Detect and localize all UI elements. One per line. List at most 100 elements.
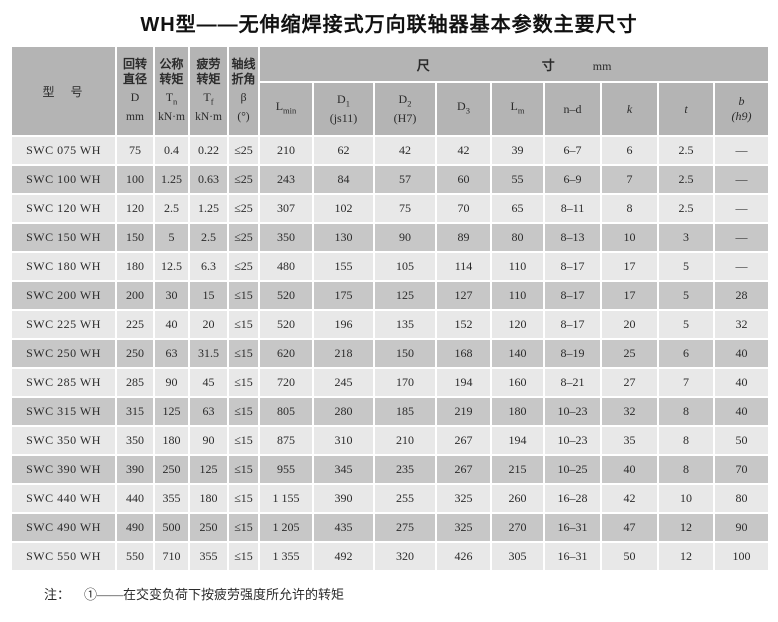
header-unit: kN·m: [158, 110, 185, 123]
value-cell: 8–17: [543, 309, 602, 340]
size-col-header: Lm: [490, 81, 545, 137]
value-cell: 6.3: [188, 251, 229, 282]
size-col-header: b (h9): [712, 81, 771, 137]
value-cell: 12: [657, 541, 715, 572]
header-line: 转矩: [159, 72, 184, 87]
value-cell: 6–9: [543, 164, 602, 195]
value-cell: 1 155: [258, 483, 314, 514]
value-cell: 40: [712, 396, 771, 427]
header-symbol: Tf: [203, 90, 214, 107]
col-header-axis-angle: 轴线 折角 β (°): [227, 45, 260, 137]
value-cell: 260: [490, 483, 545, 514]
value-cell: 275: [373, 512, 437, 543]
value-cell: 1.25: [153, 164, 190, 195]
value-cell: 225: [115, 309, 155, 340]
value-cell: 5: [657, 280, 715, 311]
value-cell: ≤25: [227, 251, 260, 282]
value-cell: 170: [373, 367, 437, 398]
table-row: SWC 390 WH 390 250 125 ≤15 955 345 235 267 215 10–…: [10, 454, 771, 485]
value-cell: 1 205: [258, 512, 314, 543]
value-cell: 35: [600, 425, 659, 456]
value-cell: 28: [712, 280, 771, 311]
value-cell: 710: [153, 541, 190, 572]
value-cell: 8–17: [543, 251, 602, 282]
value-cell: 125: [153, 396, 190, 427]
value-cell: 150: [115, 222, 155, 253]
value-cell: 15: [188, 280, 229, 311]
value-cell: 16–31: [543, 541, 602, 572]
header-line: 回转: [122, 57, 147, 72]
value-cell: 80: [712, 483, 771, 514]
value-cell: ≤15: [227, 483, 260, 514]
value-cell: 5: [657, 309, 715, 340]
header-line: 轴线: [231, 57, 256, 72]
value-cell: —: [712, 135, 771, 166]
value-cell: 390: [312, 483, 375, 514]
value-cell: 315: [115, 396, 155, 427]
value-cell: 40: [153, 309, 190, 340]
value-cell: 175: [312, 280, 375, 311]
value-cell: 150: [373, 338, 437, 369]
value-cell: 140: [490, 338, 545, 369]
value-cell: 250: [153, 454, 190, 485]
value-cell: 120: [490, 309, 545, 340]
value-cell: 2.5: [188, 222, 229, 253]
value-cell: 210: [258, 135, 314, 166]
table-row: SWC 100 WH 100 1.25 0.63 ≤25 243 84 57 60 55 6–9 7 2…: [10, 164, 771, 195]
value-cell: 320: [373, 541, 437, 572]
value-cell: 2.5: [657, 193, 715, 224]
model-cell: SWC 120 WH: [10, 193, 117, 224]
value-cell: 8: [657, 425, 715, 456]
value-cell: 6: [600, 135, 659, 166]
size-col-header: D3: [435, 81, 492, 137]
header-symbol: β: [240, 90, 247, 105]
value-cell: 194: [435, 367, 492, 398]
value-cell: 1 355: [258, 541, 314, 572]
value-cell: 110: [490, 280, 545, 311]
value-cell: 180: [153, 425, 190, 456]
value-cell: 42: [600, 483, 659, 514]
value-cell: 10: [657, 483, 715, 514]
value-cell: 100: [115, 164, 155, 195]
value-cell: 16–28: [543, 483, 602, 514]
header-row-sub: Lmin D1 (js11) D2 (H7) D3 Lm n–d k t b (h9): [11, 81, 771, 137]
value-cell: 80: [490, 222, 545, 253]
value-cell: 12: [657, 512, 715, 543]
value-cell: 102: [312, 193, 375, 224]
value-cell: 90: [153, 367, 190, 398]
table-row: SWC 550 WH 550 710 355 ≤15 1 355 492 320 426 305 1…: [10, 541, 771, 572]
col-header-model: 型 号: [10, 45, 117, 137]
value-cell: 620: [258, 338, 314, 369]
value-cell: —: [712, 193, 771, 224]
value-cell: 180: [490, 396, 545, 427]
value-cell: 110: [490, 251, 545, 282]
value-cell: 100: [712, 541, 771, 572]
page-title: WH型——无伸缩焊接式万向联轴器基本参数主要尺寸: [140, 14, 638, 36]
value-cell: 62: [312, 135, 375, 166]
header-row-top: 型 号 回转 直径 D mm 公称 转矩 Tn kN·m 疲劳 转矩 Tf kN…: [10, 45, 771, 137]
value-cell: ≤15: [227, 512, 260, 543]
header-symbol: D: [130, 90, 140, 105]
header-line: 疲劳: [196, 57, 221, 72]
value-cell: 16–31: [543, 512, 602, 543]
value-cell: ≤15: [227, 280, 260, 311]
value-cell: 152: [435, 309, 492, 340]
value-cell: 10–23: [543, 396, 602, 427]
value-cell: 280: [312, 396, 375, 427]
value-cell: 345: [312, 454, 375, 485]
table-row: SWC 225 WH 225 40 20 ≤15 520 196 135 152 120 8–17 2…: [10, 309, 771, 340]
table-row: SWC 440 WH 440 355 180 ≤15 1 155 390 255 325 260 1…: [10, 483, 771, 514]
table-row: SWC 250 WH 250 63 31.5 ≤15 620 218 150 168 140 8–1…: [10, 338, 771, 369]
model-cell: SWC 250 WH: [10, 338, 117, 369]
col-header-nominal-torque: 公称 转矩 Tn kN·m: [153, 45, 190, 137]
value-cell: 17: [600, 251, 659, 282]
footnote-marker: ①: [84, 587, 98, 602]
value-cell: 130: [312, 222, 375, 253]
value-cell: 8: [657, 454, 715, 485]
value-cell: 1.25: [188, 193, 229, 224]
value-cell: 325: [435, 512, 492, 543]
value-cell: 210: [373, 425, 437, 456]
value-cell: 8–11: [543, 193, 602, 224]
value-cell: 194: [490, 425, 545, 456]
table-row: SWC 490 WH 490 500 250 ≤15 1 205 435 275 325 270 1…: [10, 512, 771, 543]
